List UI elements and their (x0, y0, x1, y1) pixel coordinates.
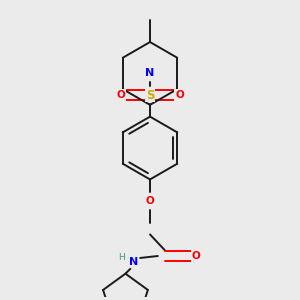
Text: O: O (192, 251, 200, 261)
Text: O: O (116, 90, 125, 100)
Text: N: N (129, 257, 138, 267)
Text: S: S (146, 88, 154, 101)
Text: H: H (118, 254, 125, 262)
Text: N: N (146, 68, 154, 78)
Text: O: O (146, 196, 154, 206)
Text: O: O (175, 90, 184, 100)
